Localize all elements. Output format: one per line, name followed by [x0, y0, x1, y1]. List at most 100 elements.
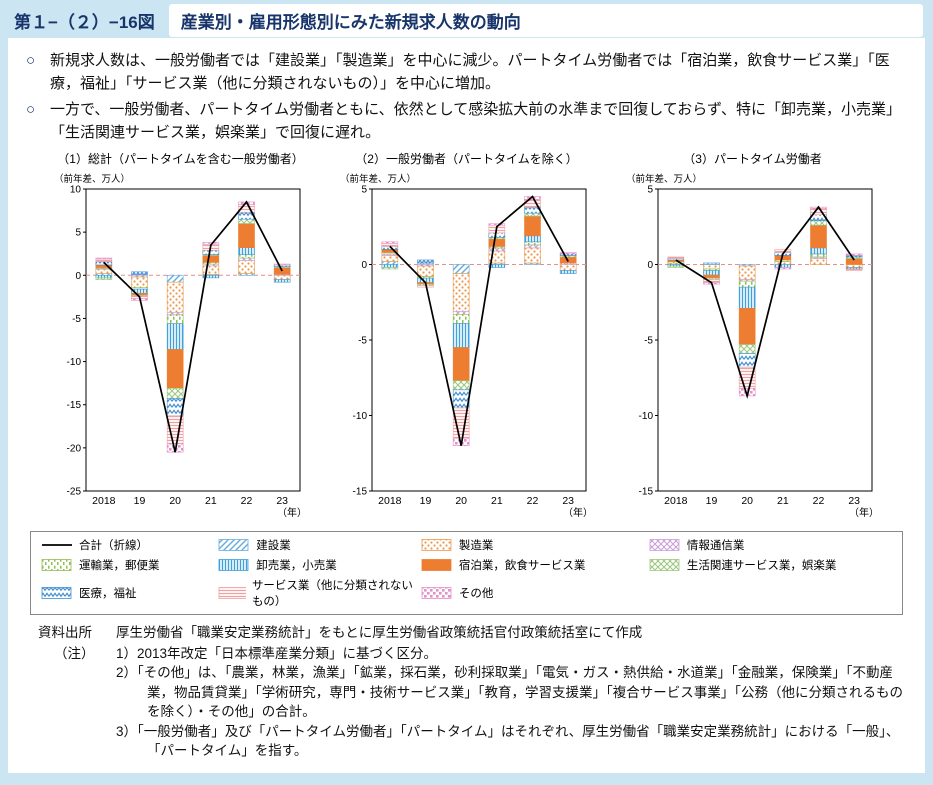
bullet-text-2: 一方で、一般労働者、パートタイム労働者ともに、依然として感染拡大前の水準まで回復…: [50, 101, 901, 141]
note-row: （注） 1）2013年改定「日本標準産業分類」に基づく区分。 2）「その他」は、…: [38, 644, 905, 761]
svg-text:-10: -10: [638, 411, 653, 422]
svg-text:22: 22: [812, 495, 824, 507]
bar-segment: [488, 232, 505, 238]
bar-segment: [738, 344, 755, 354]
bar-segment: [381, 261, 398, 265]
bullet-text-1: 新規求人数は、一般労働者では「建設業」「製造業」を中心に減少。パートタイム労働者…: [50, 52, 890, 92]
bar-segment: [452, 380, 469, 391]
source-row: 資料出所 厚生労働省「職業安定業務統計」をもとに厚生労働省政策統括官付政策統括室…: [38, 623, 905, 643]
bar-segment: [273, 263, 290, 266]
legend-item: その他: [421, 585, 649, 601]
legend-label: サービス業（他に分類されないもの）: [251, 580, 413, 608]
legend-item: 医療，福祉: [41, 585, 218, 601]
bar-segment: [738, 265, 755, 280]
bar-segment: [452, 264, 469, 274]
svg-text:19: 19: [419, 495, 431, 507]
legend-item: サービス業（他に分類されないもの）: [218, 577, 421, 609]
summary-bullets: ○ 新規求人数は、一般労働者では「建設業」「製造業」を中心に減少。パートタイム労…: [26, 50, 907, 144]
svg-text:20: 20: [169, 495, 181, 507]
bar-segment: [738, 353, 755, 368]
svg-text:21: 21: [490, 495, 502, 507]
bar-segment: [809, 247, 827, 255]
bar-segment: [559, 264, 576, 271]
bar-segment: [166, 349, 183, 389]
bar-segment: [166, 398, 183, 417]
svg-text:（前年差、万人）: （前年差、万人）: [54, 173, 130, 185]
legend-item: 合計（折線）: [41, 537, 218, 553]
bar-segment: [381, 243, 398, 247]
bar-segment: [273, 267, 290, 275]
bar-segment: [95, 277, 112, 280]
svg-text:-25: -25: [66, 487, 81, 498]
svg-text:22: 22: [240, 495, 252, 507]
legend-label: 製造業: [458, 540, 494, 552]
svg-text:-5: -5: [358, 336, 367, 347]
legend-item: 宿泊業，飲食サービス業: [421, 557, 649, 573]
bar-segment: [166, 274, 183, 283]
svg-text:2018: 2018: [664, 495, 688, 507]
bar-segment: [166, 314, 183, 324]
bar-segment: [738, 307, 755, 345]
note-2: 2）「その他」は、「農業，林業，漁業」「鉱業，採石業，砂利採取業」「電気・ガス・…: [116, 665, 904, 720]
svg-text:-15: -15: [352, 487, 367, 498]
bar-segment: [95, 268, 112, 274]
bar-segment: [166, 312, 183, 316]
legend-pattern-swatch: [649, 559, 680, 571]
legend-label: 建設業: [256, 540, 291, 552]
svg-text:21: 21: [776, 495, 788, 507]
svg-text:5: 5: [361, 185, 367, 196]
legend-pattern-swatch: [218, 559, 249, 571]
legend-label: 情報通信業: [686, 540, 745, 552]
charts-row: （1）総計（パートタイムを含む一般労働者） 10 5 0 -5 -10 -15 -20 -25…: [22, 150, 911, 521]
legend-label: 卸売業，小売業: [256, 560, 337, 572]
plot-area: [657, 188, 872, 492]
bar-segment: [774, 261, 791, 265]
chart-block-parttime: （3）パートタイム労働者 5 0 -5 -10 -15 （前年差、万人） 2018 19 20 2…: [624, 150, 882, 521]
bar-segment: [809, 224, 827, 249]
legend-item: 建設業: [218, 537, 421, 553]
bar-segment: [738, 286, 755, 309]
bar-segment: [845, 253, 862, 256]
legend-item: 卸売業，小売業: [218, 557, 421, 573]
bar-segment: [95, 258, 112, 262]
bar-segment: [452, 314, 469, 324]
bar-segment: [273, 274, 290, 280]
svg-text:0: 0: [647, 260, 653, 271]
legend-label: 宿泊業，飲食サービス業: [458, 560, 586, 572]
svg-text:23: 23: [276, 495, 288, 507]
bar-segment: [845, 268, 862, 271]
note-list: 1）2013年改定「日本標準産業分類」に基づく区分。 2）「その他」は、「農業，…: [116, 644, 905, 761]
bar-segment: [95, 274, 112, 279]
chart-title-1: （1）総計（パートタイムを含む一般労働者）: [57, 152, 304, 166]
bar-segment: [237, 260, 255, 274]
stacked-bars: [381, 196, 576, 446]
bar-segment: [523, 215, 541, 237]
bar-segment: [130, 271, 148, 275]
bar-segment: [166, 323, 183, 350]
bar-segment: [774, 264, 791, 268]
legend-pattern-swatch: [649, 539, 680, 551]
total-line: [388, 195, 569, 446]
bullet-marker: ○: [26, 101, 36, 118]
svg-text:23: 23: [848, 495, 860, 507]
bar-segment: [237, 223, 255, 248]
legend-pattern-swatch: [421, 539, 452, 551]
legend-label: 医療，福祉: [79, 588, 137, 600]
bar-segment: [523, 235, 541, 243]
svg-text:-15: -15: [638, 487, 653, 498]
note-1: 1）2013年改定「日本標準産業分類」に基づく区分。: [116, 645, 438, 661]
bar-segment: [237, 257, 255, 261]
svg-text:23: 23: [562, 495, 574, 507]
bar-segment: [523, 241, 541, 246]
bar-segment: [809, 253, 827, 258]
bar-segment: [237, 254, 255, 259]
bar-segment: [845, 264, 862, 268]
svg-text:0: 0: [361, 260, 367, 271]
bar-segment: [452, 389, 469, 409]
bar-segment: [381, 241, 398, 244]
source-label: 資料出所: [38, 625, 92, 640]
chart-block-total: （1）総計（パートタイムを含む一般労働者） 10 5 0 -5 -10 -15 -20 -25…: [52, 150, 310, 521]
bar-segment: [166, 388, 183, 399]
bar-segment: [523, 244, 541, 249]
